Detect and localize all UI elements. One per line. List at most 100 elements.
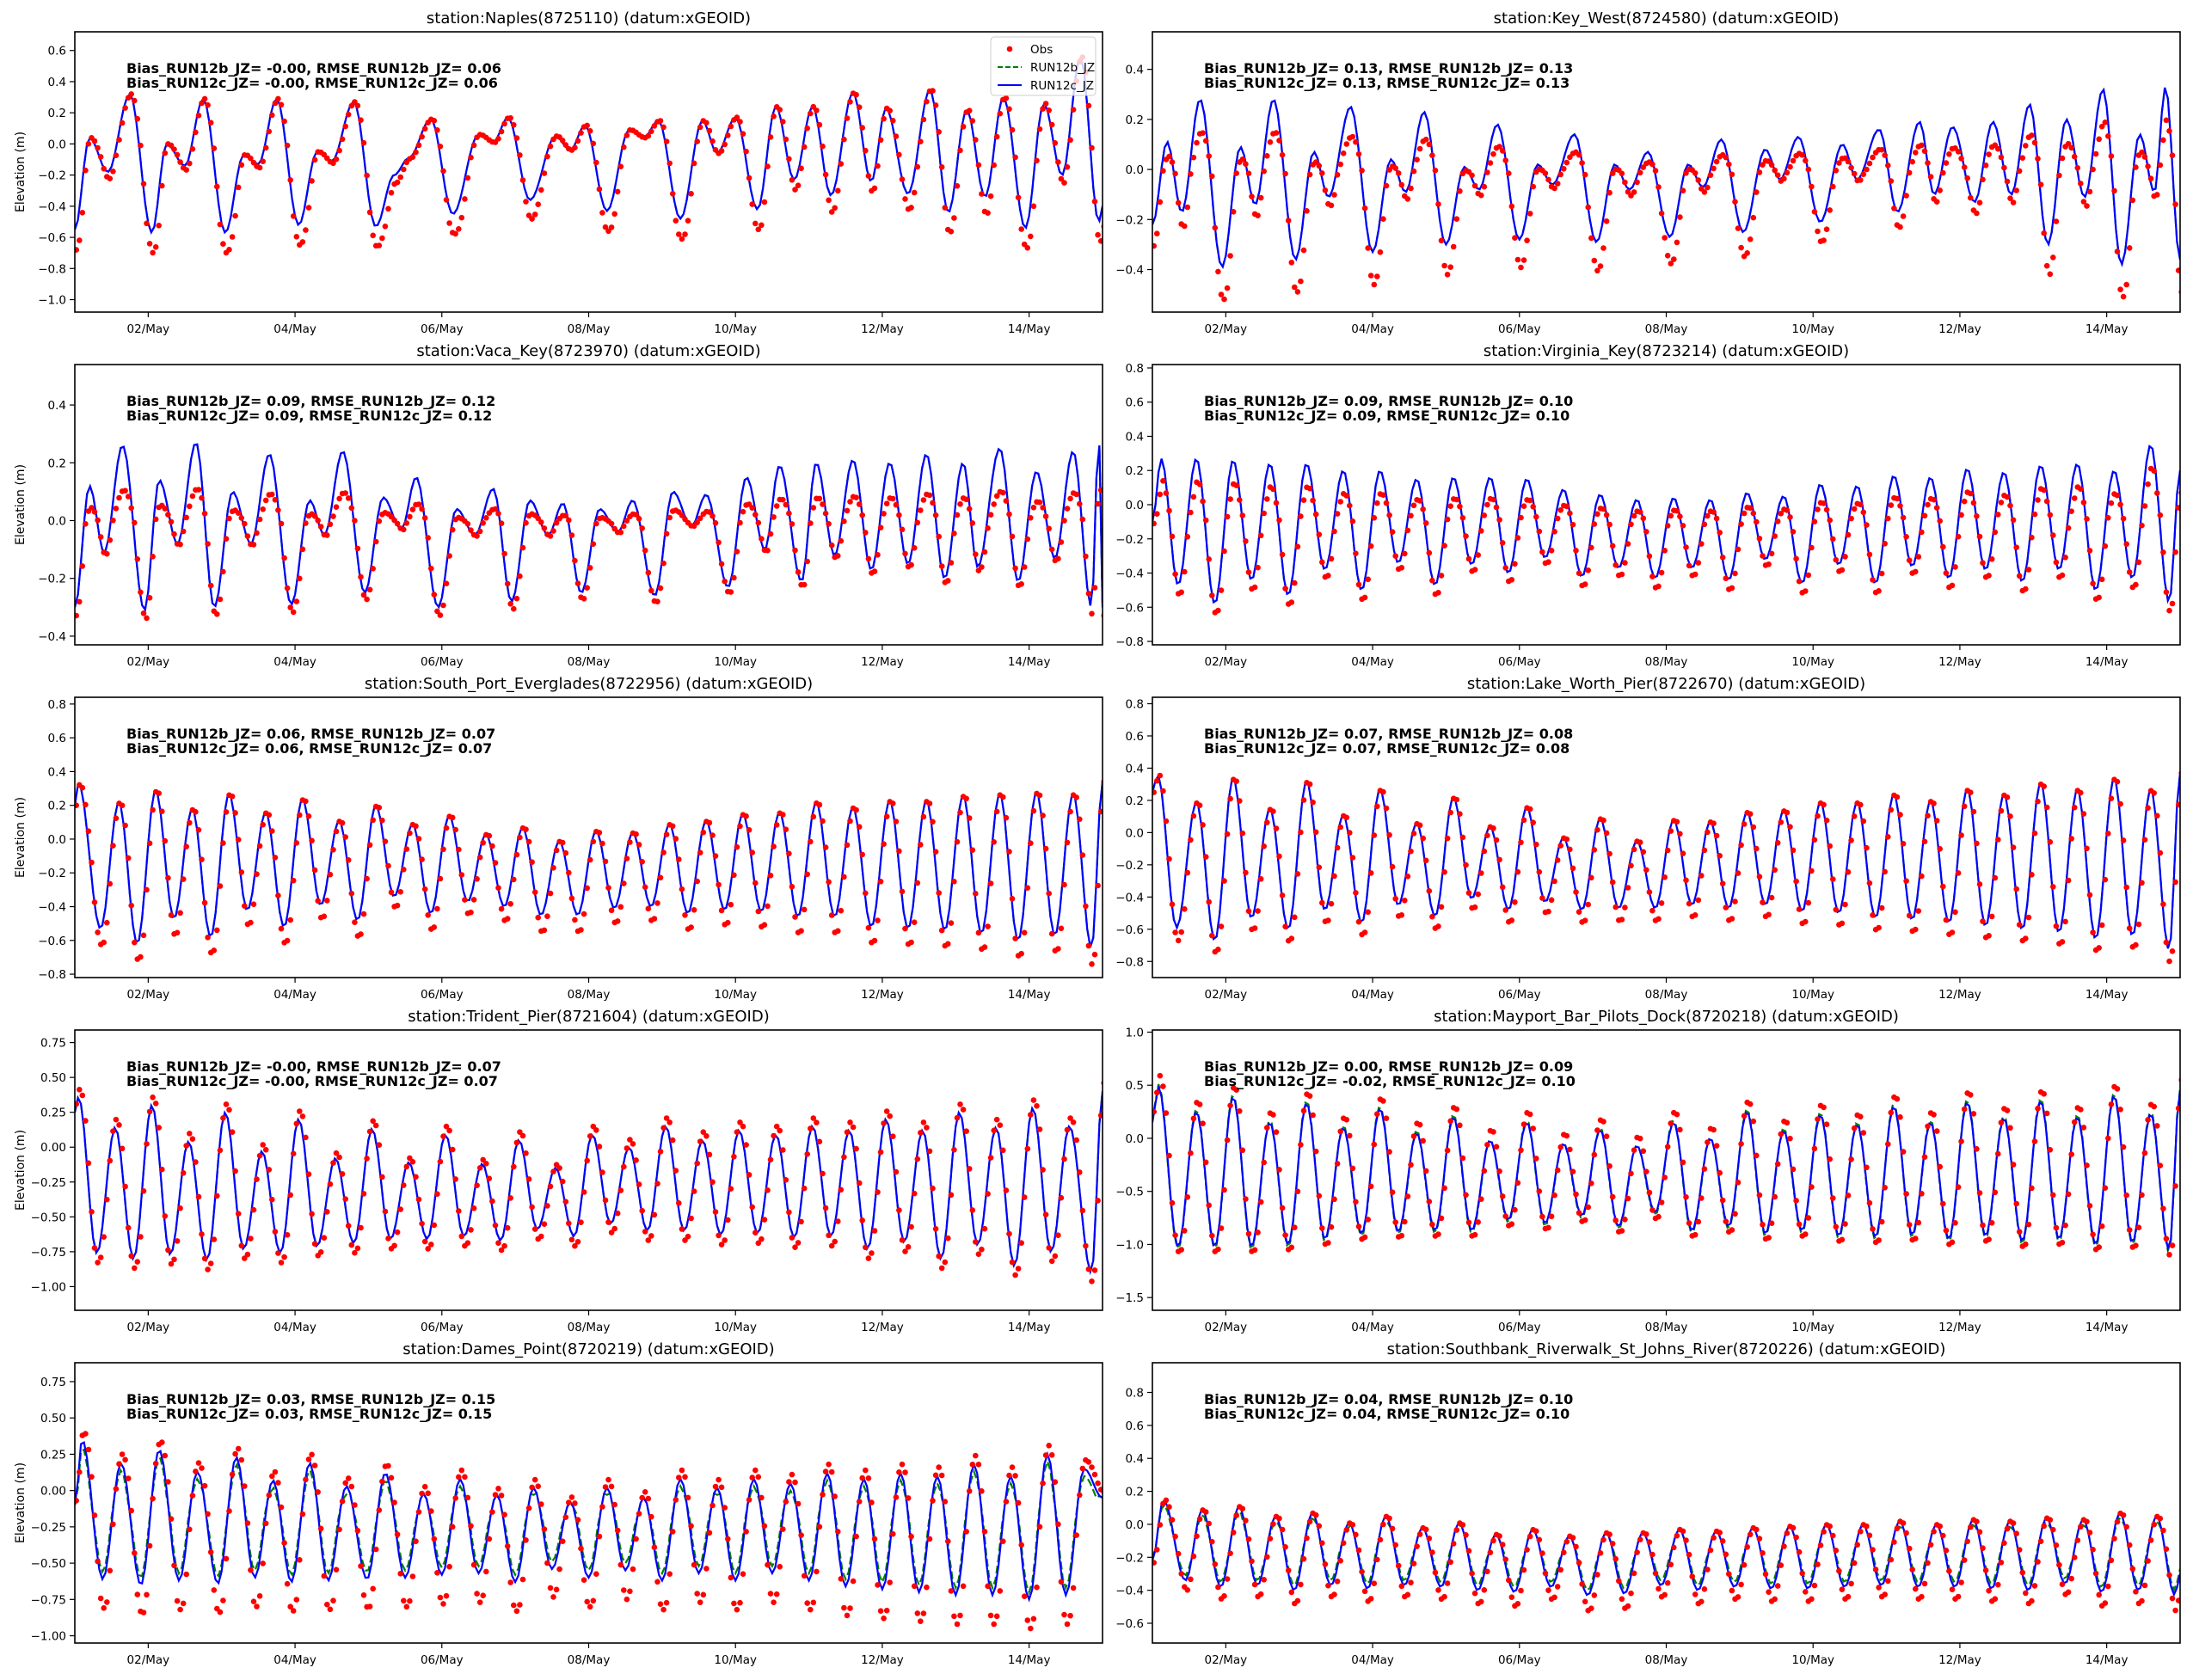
obs-point <box>966 107 973 113</box>
obs-point <box>1298 278 1304 285</box>
x-tick-label: 12/May <box>1938 988 1981 1002</box>
obs-point <box>584 885 590 892</box>
obs-point <box>1157 199 1164 205</box>
obs-point <box>1154 1547 1160 1553</box>
obs-point <box>966 1166 973 1172</box>
obs-point <box>1705 1139 1711 1145</box>
obs-point <box>975 162 982 169</box>
obs-point <box>1518 264 1524 271</box>
obs-point <box>993 133 1000 140</box>
obs-point <box>104 550 110 557</box>
obs-point <box>517 834 523 841</box>
obs-point <box>1707 1547 1714 1554</box>
obs-point <box>1371 281 1378 288</box>
obs-point <box>2035 497 2041 503</box>
obs-point <box>559 839 566 846</box>
obs-point <box>1273 130 1280 136</box>
obs-point <box>997 1588 1004 1594</box>
obs-point <box>1631 512 1637 519</box>
obs-point <box>2098 1223 2105 1229</box>
obs-point <box>1380 1098 1386 1104</box>
obs-point <box>1646 889 1653 895</box>
obs-point <box>1091 1471 1098 1478</box>
obs-point <box>1974 210 1980 217</box>
obs-point <box>1493 504 1500 511</box>
subplot: station:Southbank_Riverwalk_St_Johns_Riv… <box>1115 1340 2181 1667</box>
obs-point <box>835 187 841 194</box>
obs-point <box>171 530 177 537</box>
obs-point <box>1349 133 1356 140</box>
obs-point <box>1563 159 1570 166</box>
obs-point <box>1982 162 1989 169</box>
obs-point <box>507 1195 513 1201</box>
obs-point <box>342 1196 349 1202</box>
obs-point <box>1674 1532 1680 1539</box>
obs-point <box>256 164 263 171</box>
obs-point <box>358 117 364 123</box>
obs-point <box>1756 536 1763 542</box>
obs-point <box>162 1213 169 1219</box>
obs-point <box>1585 204 1591 211</box>
obs-point <box>511 605 517 612</box>
obs-point <box>700 1591 707 1598</box>
obs-point <box>1864 1523 1870 1530</box>
obs-point <box>256 843 263 849</box>
obs-point <box>242 903 248 909</box>
obs-point <box>2147 1537 2154 1543</box>
obs-point <box>394 179 401 186</box>
obs-point <box>2086 1530 2093 1536</box>
obs-point <box>2160 137 2166 144</box>
obs-point <box>863 890 869 897</box>
series-run12b-line <box>75 443 1103 612</box>
obs-point <box>608 520 615 527</box>
obs-point <box>1866 160 1873 167</box>
obs-point <box>627 839 633 845</box>
obs-point <box>443 1592 450 1599</box>
obs-point <box>660 849 666 855</box>
obs-point <box>260 1560 267 1567</box>
obs-point <box>1876 1237 1882 1243</box>
obs-point <box>1034 157 1040 164</box>
obs-point <box>1386 1515 1392 1522</box>
obs-point <box>948 229 955 235</box>
obs-point <box>1530 1125 1536 1131</box>
obs-point <box>991 1621 997 1628</box>
obs-point <box>1597 1550 1604 1556</box>
obs-point <box>820 501 826 507</box>
obs-point <box>352 518 358 524</box>
obs-point <box>1298 513 1304 519</box>
obs-point <box>1312 1511 1319 1518</box>
obs-point <box>238 869 245 875</box>
obs-point <box>556 1165 562 1171</box>
obs-point <box>676 231 682 237</box>
obs-point <box>795 182 802 188</box>
x-tick-label: 04/May <box>273 988 316 1002</box>
obs-point <box>2078 181 2084 187</box>
obs-point <box>899 1237 906 1243</box>
obs-point <box>580 911 587 917</box>
obs-point <box>1270 486 1276 493</box>
obs-point <box>1490 496 1496 503</box>
obs-point <box>269 491 275 498</box>
obs-point <box>1774 840 1781 846</box>
stats-annotation: Bias_RUN12c_JZ= 0.07, RMSE_RUN12c_JZ= 0.… <box>1204 740 1570 757</box>
obs-point <box>1194 139 1200 146</box>
obs-point <box>1493 1144 1500 1150</box>
x-tick-label: 02/May <box>127 655 170 669</box>
obs-point <box>2108 1557 2115 1564</box>
obs-point <box>777 1127 783 1134</box>
obs-point <box>517 1602 523 1608</box>
obs-point <box>1279 151 1286 158</box>
obs-point <box>1453 1527 1460 1533</box>
obs-point <box>2025 1221 2032 1228</box>
obs-point <box>1980 176 1986 183</box>
obs-point <box>2160 549 2166 555</box>
obs-point <box>691 1188 697 1194</box>
obs-point <box>645 1237 652 1243</box>
obs-point <box>2007 195 2013 201</box>
obs-point <box>942 1259 949 1266</box>
obs-point <box>256 1152 263 1159</box>
obs-point <box>682 1237 688 1243</box>
obs-point <box>694 519 700 525</box>
obs-point <box>2023 1241 2029 1248</box>
